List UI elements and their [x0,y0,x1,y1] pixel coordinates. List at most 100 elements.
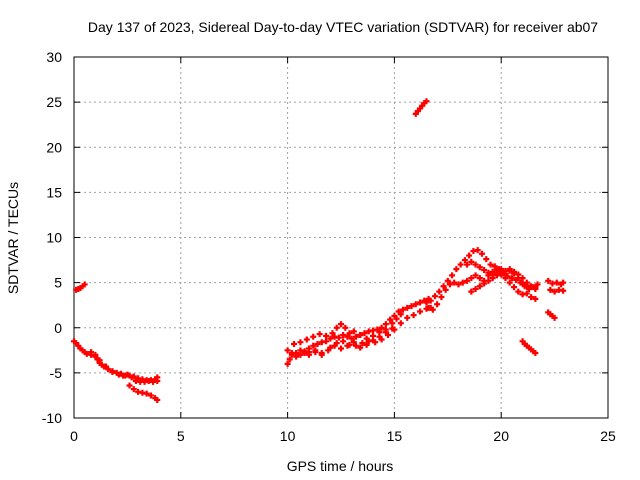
data-point [363,341,370,348]
data-point [350,328,357,335]
series-early-low-b [88,349,161,385]
data-point [547,286,554,293]
data-point [344,333,351,340]
series-early-high [73,281,88,293]
data-point [423,98,430,105]
data-point [331,342,338,349]
data-point [410,312,417,319]
data-point [427,297,434,304]
data-point [382,329,389,336]
data-point [404,314,411,321]
data-point [286,356,293,363]
data-point [468,288,475,295]
data-point [408,303,415,310]
data-point [327,335,334,342]
data-point [481,266,488,273]
data-point [323,332,330,339]
data-point [357,344,364,351]
data-point [325,347,332,354]
data-point [412,301,419,308]
data-point [370,337,377,344]
data-point [498,271,505,278]
series-late-e [545,277,567,295]
data-point [389,320,396,327]
data-point [425,304,432,311]
data-point [404,304,411,311]
data-point [446,281,453,288]
data-point [293,353,300,360]
data-point [519,279,526,286]
data-point [346,330,353,337]
series-mid-a [284,295,432,367]
data-point [305,351,312,358]
data-point [506,279,513,286]
data-point [344,342,351,349]
data-point [560,279,567,286]
data-point [515,288,522,295]
data-point [393,315,400,322]
data-point [455,281,462,288]
data-point [532,350,539,357]
data-point [476,264,483,271]
x-tick-label: 15 [387,428,403,444]
series-late-f [545,309,558,321]
data-point [340,338,347,345]
data-point [96,357,103,364]
data-point [478,250,485,257]
x-axis-label: GPS time / hours [287,458,394,474]
series-outlier-high [412,98,430,117]
series-late-d [468,271,539,302]
x-tick-label: 25 [600,428,616,444]
data-point [397,320,404,327]
y-tick-label: 15 [46,184,62,200]
data-point [154,377,161,384]
data-point [429,306,436,313]
data-point [523,290,530,297]
data-point [440,283,447,290]
data-point [511,270,518,277]
data-point [338,345,344,352]
data-point [449,272,456,279]
data-point [528,294,535,301]
y-tick-label: 25 [46,94,62,110]
y-axis-label: SDTVAR / TECUs [5,182,21,294]
data-point [423,299,430,306]
data-point [511,284,518,291]
data-point [297,339,304,346]
data-point [376,333,383,340]
data-point [489,275,496,282]
series-late-b [425,266,539,313]
data-point [417,299,424,306]
data-point [338,321,344,328]
data-point [291,340,298,347]
data-point [359,340,366,347]
x-tick-label: 0 [70,428,78,444]
x-tick-label: 5 [177,428,185,444]
data-point [459,279,466,286]
data-point [532,295,539,302]
data-point [329,330,336,337]
data-point [508,275,515,282]
data-point [487,261,494,268]
data-point [434,301,441,308]
data-point [363,335,370,342]
data-point [109,368,116,375]
data-point [352,342,359,349]
y-tick-label: 5 [54,275,62,291]
data-point [466,252,473,259]
data-point [288,350,295,357]
data-point [130,386,137,393]
data-point [515,275,522,282]
data-point [389,325,396,332]
data-point [128,374,135,381]
data-point [154,396,161,403]
series-mid-c [291,311,404,347]
data-point [534,281,541,288]
data-point [502,275,509,282]
x-tick-label: 20 [493,428,509,444]
data-point [387,316,394,323]
data-point [378,324,385,331]
data-point [468,275,475,282]
data-point [451,279,458,286]
